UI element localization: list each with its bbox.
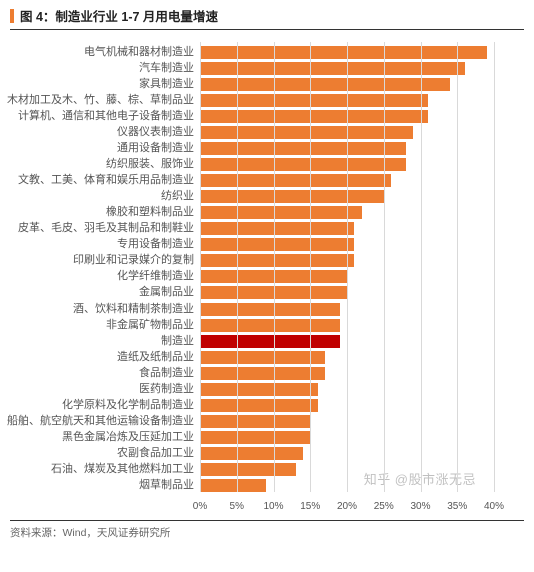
figure-container: 图 4：制造业行业 1-7 月用电量增速 电气机械和器材制造业汽车制造业家具制造…: [0, 0, 534, 548]
bar: [200, 222, 354, 235]
bar-highlight: [200, 335, 340, 348]
grid-line: [274, 42, 275, 492]
category-label: 纺织服装、服饰业: [106, 158, 194, 171]
category-label: 汽车制造业: [139, 62, 194, 75]
grid-line: [421, 42, 422, 492]
category-label: 皮革、毛皮、羽毛及其制品和制鞋业: [18, 222, 194, 235]
x-tick-label: 40%: [484, 501, 504, 512]
x-tick-label: 30%: [410, 501, 430, 512]
grid-line: [347, 42, 348, 492]
category-label: 计算机、通信和其他电子设备制造业: [18, 110, 194, 123]
category-label: 木材加工及木、竹、藤、棕、草制品业: [7, 94, 194, 107]
bar: [200, 158, 406, 171]
category-label: 石油、煤炭及其他燃料加工业: [51, 463, 194, 476]
x-tick-label: 10%: [263, 501, 283, 512]
bar: [200, 174, 391, 187]
category-label: 专用设备制造业: [117, 238, 194, 251]
category-label: 橡胶和塑料制品业: [106, 206, 194, 219]
bar: [200, 254, 354, 267]
bar: [200, 190, 384, 203]
category-label: 文教、工美、体育和娱乐用品制造业: [18, 174, 194, 187]
category-label: 金属制品业: [139, 286, 194, 299]
category-label: 电气机械和器材制造业: [84, 46, 194, 59]
category-label: 医药制造业: [139, 383, 194, 396]
bar: [200, 463, 296, 476]
bar: [200, 431, 310, 444]
category-label: 铁路、船舶、航空航天和其他运输设备制造业: [0, 415, 194, 428]
category-label: 酒、饮料和精制茶制造业: [73, 303, 194, 316]
bar: [200, 94, 428, 107]
grid-line: [457, 42, 458, 492]
bar: [200, 142, 406, 155]
category-label: 家具制造业: [139, 78, 194, 91]
category-label: 造纸及纸制品业: [117, 351, 194, 364]
rule-top: [10, 29, 524, 30]
x-tick-label: 5%: [230, 501, 244, 512]
bar: [200, 62, 465, 75]
bar: [200, 46, 487, 59]
grid-line: [384, 42, 385, 492]
source-text: 资料来源：Wind，天风证券研究所: [10, 525, 524, 540]
category-label: 化学原料及化学制品制造业: [62, 399, 194, 412]
x-tick-label: 0%: [193, 501, 207, 512]
category-label: 通用设备制造业: [117, 142, 194, 155]
bar: [200, 238, 354, 251]
category-label: 印刷业和记录媒介的复制: [73, 254, 194, 267]
category-label: 非金属矿物制品业: [106, 319, 194, 332]
bar: [200, 351, 325, 364]
category-label: 化学纤维制造业: [117, 270, 194, 283]
grid-line: [200, 42, 201, 492]
bar: [200, 383, 318, 396]
bar: [200, 126, 413, 139]
grid-line: [494, 42, 495, 492]
bar: [200, 367, 325, 380]
rule-bottom: [10, 520, 524, 521]
chart-title: 图 4：制造业行业 1-7 月用电量增速: [20, 6, 218, 25]
bar: [200, 399, 318, 412]
category-label: 纺织业: [161, 190, 194, 203]
title-accent-bar: [10, 9, 14, 23]
bar: [200, 110, 428, 123]
bar-chart: 电气机械和器材制造业汽车制造业家具制造业木材加工及木、竹、藤、棕、草制品业计算机…: [200, 42, 494, 512]
category-label: 制造业: [161, 335, 194, 348]
x-tick-label: 35%: [447, 501, 467, 512]
x-tick-label: 25%: [374, 501, 394, 512]
category-label: 黑色金属冶炼及压延加工业: [62, 431, 194, 444]
x-tick-label: 20%: [337, 501, 357, 512]
grid-line: [237, 42, 238, 492]
bar: [200, 303, 340, 316]
bar: [200, 479, 266, 492]
bar: [200, 447, 303, 460]
bar: [200, 415, 310, 428]
bar: [200, 206, 362, 219]
x-tick-label: 15%: [300, 501, 320, 512]
category-label: 农副食品加工业: [117, 447, 194, 460]
chart-title-row: 图 4：制造业行业 1-7 月用电量增速: [10, 6, 524, 25]
category-label: 仪器仪表制造业: [117, 126, 194, 139]
grid-line: [310, 42, 311, 492]
category-label: 烟草制品业: [139, 479, 194, 492]
bar: [200, 319, 340, 332]
category-label: 食品制造业: [139, 367, 194, 380]
